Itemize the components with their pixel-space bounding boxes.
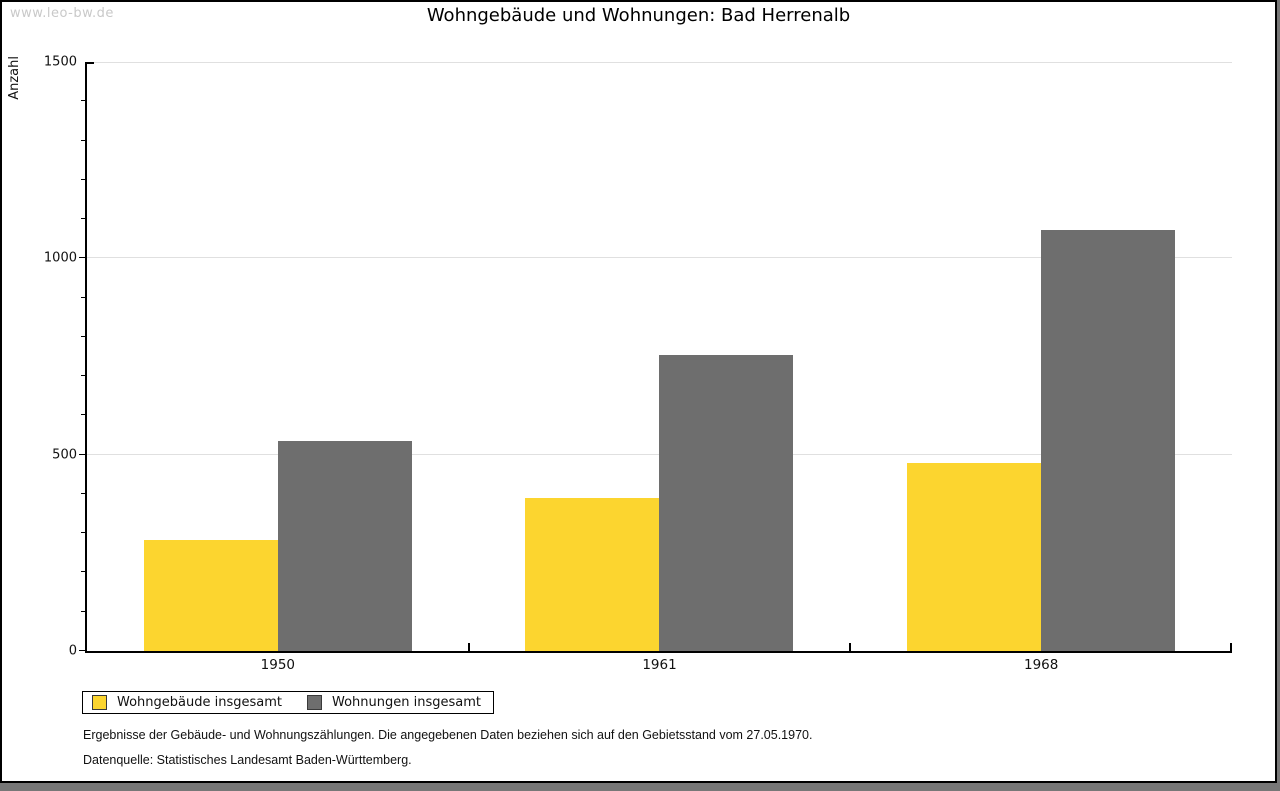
- y-tick-1200: [81, 178, 85, 180]
- y-tick-800: [81, 335, 85, 337]
- y-tick-1400: [81, 100, 85, 102]
- bar-wohnungen-1950: [277, 440, 412, 651]
- y-tick-1100: [81, 218, 85, 220]
- y-tick-label-500: 500: [52, 447, 77, 463]
- bar-group-1961: [469, 62, 851, 651]
- x-tick-end: [1230, 643, 1232, 651]
- y-tick-600: [81, 414, 85, 416]
- footnote-line-1: Ergebnisse der Gebäude- und Wohnungszähl…: [83, 728, 813, 742]
- gridline-1000: [87, 257, 1232, 259]
- bar-wohngebaeude-1968: [907, 463, 1042, 651]
- x-tick-label-1968: 1968: [1024, 657, 1059, 673]
- y-tick-1000: [79, 257, 85, 259]
- y-tick-400: [81, 492, 85, 494]
- y-tick-1500: [87, 62, 94, 64]
- footnote-line-2: Datenquelle: Statistisches Landesamt Bad…: [83, 753, 412, 767]
- bar-wohngebaeude-1950: [143, 540, 278, 651]
- y-tick-100: [81, 610, 85, 612]
- plot-area: 1950 1961 1968 0 500 1000 1500: [44, 55, 1232, 673]
- y-tick-label-1500: 1500: [43, 54, 77, 70]
- bar-group-1950: [87, 62, 469, 651]
- legend: Wohngebäude insgesamt Wohnungen insgesamt: [82, 691, 494, 714]
- y-tick-label-0: 0: [68, 643, 77, 659]
- legend-label-wohngebaeude: Wohngebäude insgesamt: [117, 695, 282, 710]
- x-tick-label-1950: 1950: [260, 657, 296, 673]
- legend-swatch-wohngebaeude: [92, 695, 107, 710]
- gridline-1500: [87, 62, 1232, 63]
- legend-swatch-wohnungen: [307, 695, 322, 710]
- bar-wohngebaeude-1961: [525, 498, 660, 651]
- y-tick-700: [81, 375, 85, 377]
- y-tick-500: [79, 453, 85, 455]
- legend-label-wohnungen: Wohnungen insgesamt: [332, 695, 481, 710]
- y-tick-label-1000: 1000: [43, 250, 77, 266]
- x-tick-1: [467, 643, 470, 651]
- y-axis-label: Anzahl: [7, 56, 22, 100]
- x-axis-tick-labels: 1950 1961 1968: [87, 657, 1232, 673]
- y-tick-0: [79, 650, 85, 651]
- x-tick-label-1961: 1961: [642, 657, 677, 673]
- bar-wohnungen-1968: [1041, 230, 1176, 651]
- bar-group-1968: [850, 62, 1232, 651]
- y-tick-1300: [81, 139, 85, 141]
- y-tick-200: [81, 571, 85, 573]
- bar-wohnungen-1961: [659, 354, 794, 651]
- chart-title: Wohngebäude und Wohnungen: Bad Herrenalb: [426, 5, 851, 26]
- watermark-url: www.leo-bw.de: [10, 6, 114, 21]
- y-tick-300: [81, 532, 85, 534]
- x-tick-2: [849, 643, 852, 651]
- y-tick-900: [81, 296, 85, 298]
